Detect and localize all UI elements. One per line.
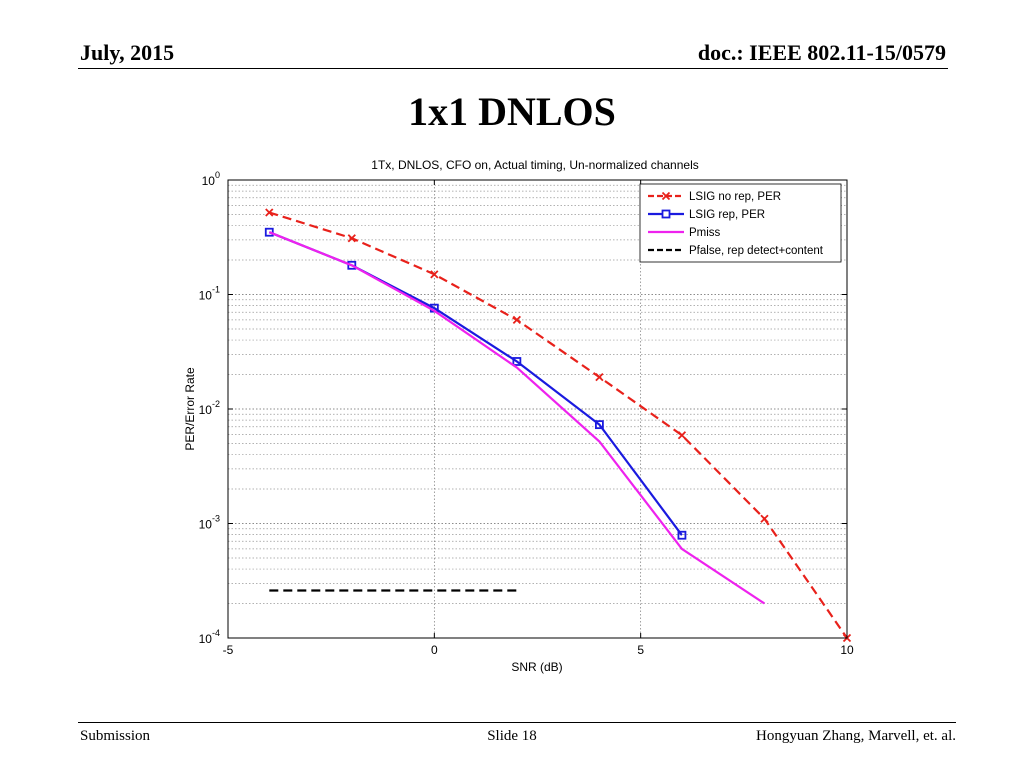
header-doc-id: doc.: IEEE 802.11-15/0579: [697, 40, 946, 65]
series-point-0: [595, 372, 604, 382]
series-point-0: [265, 208, 274, 217]
footer-submission: Submission: [80, 728, 151, 744]
series-line-0: [268, 211, 848, 639]
legend-box: [639, 183, 842, 263]
series-point-0: [512, 315, 522, 325]
series-point-1: [512, 357, 522, 366]
series-point-0: [760, 514, 769, 523]
legend: LSIG no rep, PER LSIG rep, PER Pmiss Pfalse…: [639, 183, 842, 263]
series-point-0: [347, 234, 356, 243]
series-point-1: [347, 260, 357, 270]
series-point-0: [677, 431, 687, 440]
series-point-1: [595, 420, 604, 430]
footer-slide-number: Slide 18: [487, 728, 537, 744]
header-divider: [78, 68, 948, 69]
legend-label-3: Pfalse, rep detect+content: [689, 245, 824, 257]
y-tick-label: 100: [202, 170, 220, 188]
legend-marker-0: [661, 191, 671, 201]
footer-authors: Hongyuan Zhang, Marvell, et. al.: [756, 728, 956, 744]
x-tick-label: 5: [637, 643, 644, 657]
y-tick-label: 10-4: [199, 628, 220, 646]
series-point-1: [264, 227, 274, 237]
x-tick-label: 10: [840, 643, 854, 657]
x-axis-label: SNR (dB): [511, 660, 562, 674]
footer-divider: [78, 722, 956, 723]
x-tick-label: -5: [223, 643, 234, 657]
legend-label-0: LSIG no rep, PER: [689, 191, 781, 203]
series-layer: [264, 208, 852, 643]
chart-title: 1Tx, DNLOS, CFO on, Actual timing, Un-no…: [371, 158, 698, 172]
axes: -5 0 5 10 100 10-1 10-2 10-3 10-4: [199, 170, 854, 657]
slide-title: 1x1 DNLOS: [408, 89, 616, 134]
y-tick-label: 10-2: [199, 399, 220, 417]
y-tick-label: 10-3: [199, 514, 220, 532]
series-point-1: [677, 530, 687, 540]
series-line-2: [268, 231, 766, 605]
legend-marker-1: [661, 209, 671, 219]
series-point-0: [430, 270, 439, 279]
y-axis-label: PER/Error Rate: [183, 367, 197, 451]
y-tick-label: 10-1: [199, 285, 220, 303]
legend-label-1: LSIG rep, PER: [689, 209, 765, 221]
header-date: July, 2015: [80, 40, 175, 65]
x-tick-label: 0: [431, 643, 438, 657]
legend-label-2: Pmiss: [689, 227, 721, 239]
